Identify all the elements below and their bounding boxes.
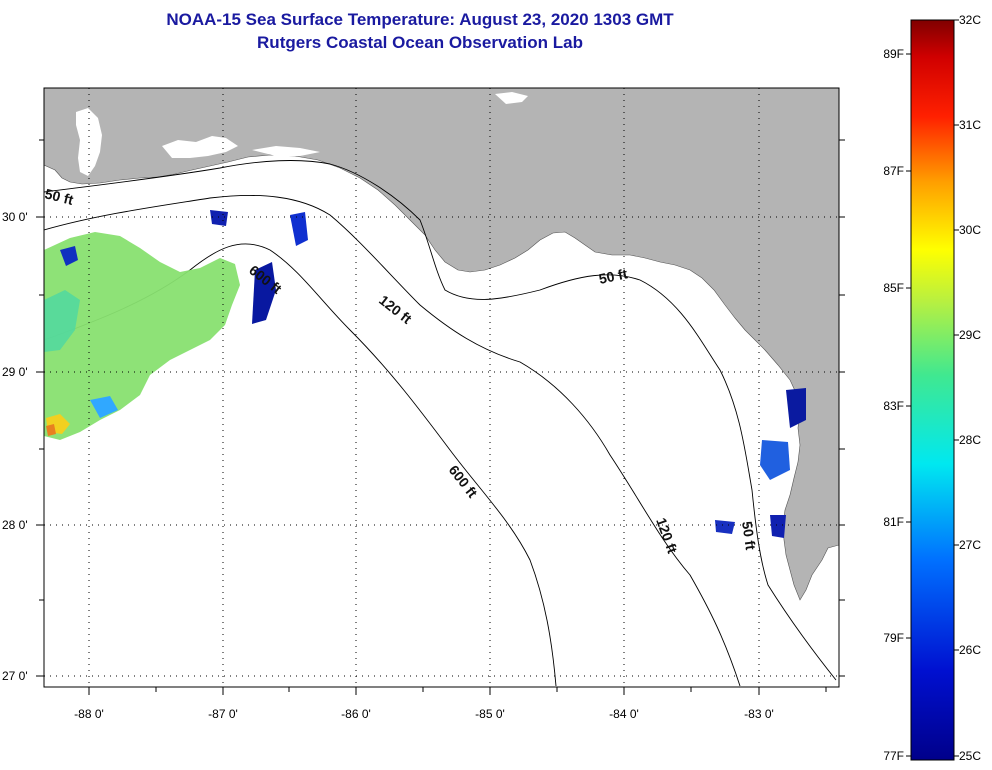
sst-patch-blue-8 — [715, 520, 735, 534]
sst-patches — [44, 210, 806, 538]
sst-patch-blue-3 — [252, 262, 276, 324]
colorbar-f-label: 79F — [883, 631, 904, 645]
colorbar-c-label: 26C — [959, 643, 981, 657]
colorbar-c-label: 29C — [959, 328, 981, 342]
map-title: NOAA-15 Sea Surface Temperature: August … — [166, 10, 674, 29]
colorbar-c-label: 27C — [959, 538, 981, 552]
pensacola-bay — [162, 136, 238, 158]
map-subtitle: Rutgers Coastal Ocean Observation Lab — [257, 33, 583, 52]
lat-label: 28 0' — [2, 518, 28, 532]
lon-label: -86 0' — [341, 707, 371, 721]
colorbar-f-label: 81F — [883, 515, 904, 529]
colorbar-f-label: 87F — [883, 164, 904, 178]
colorbar: 32C 31C 30C 29C 28C 27C 26C 25C 89F 87F … — [883, 13, 981, 763]
contour-label: 50 ft — [43, 185, 75, 208]
lon-label: -83 0' — [744, 707, 774, 721]
contour-50ft-west — [44, 160, 837, 681]
contour-label: 50 ft — [739, 520, 759, 551]
sst-patch-warm-2 — [46, 424, 56, 436]
lat-label: 27 0' — [2, 669, 28, 683]
contour-label: 50 ft — [597, 265, 629, 287]
lon-label: -84 0' — [609, 707, 639, 721]
colorbar-c-label: 25C — [959, 749, 981, 763]
colorbar-gradient — [910, 19, 955, 761]
colorbar-ticks — [906, 19, 959, 757]
contour-120ft — [44, 195, 741, 687]
sst-patch-blue-2 — [210, 210, 228, 226]
lon-label: -88 0' — [74, 707, 104, 721]
sst-patch-main — [44, 232, 240, 440]
colorbar-f-label: 89F — [883, 47, 904, 61]
map-frame — [43, 87, 840, 688]
colorbar-c-label: 31C — [959, 118, 981, 132]
lat-label: 30 0' — [2, 210, 28, 224]
choctawhatchee-bay — [252, 146, 320, 156]
sst-patch-blue-7 — [770, 515, 786, 538]
sst-patch-cool — [44, 290, 80, 352]
colorbar-c-label: 28C — [959, 433, 981, 447]
sst-patch-blue-4 — [290, 212, 308, 246]
colorbar-f-label: 83F — [883, 399, 904, 413]
sst-patch-blue-5 — [786, 388, 806, 428]
graticule — [44, 88, 839, 687]
colorbar-f-label: 85F — [883, 281, 904, 295]
lon-label: -87 0' — [208, 707, 238, 721]
axis-ticks — [36, 139, 845, 695]
sst-patch-cool-2 — [90, 396, 118, 418]
inland-lake — [495, 92, 528, 104]
sst-patch-blue-1 — [60, 246, 78, 266]
colorbar-c-label: 32C — [959, 13, 981, 27]
colorbar-c-label: 30C — [959, 223, 981, 237]
lat-label: 29 0' — [2, 365, 28, 379]
sst-patch-blue-6 — [760, 440, 790, 480]
colorbar-f-label: 77F — [883, 749, 904, 763]
lon-label: -85 0' — [475, 707, 505, 721]
